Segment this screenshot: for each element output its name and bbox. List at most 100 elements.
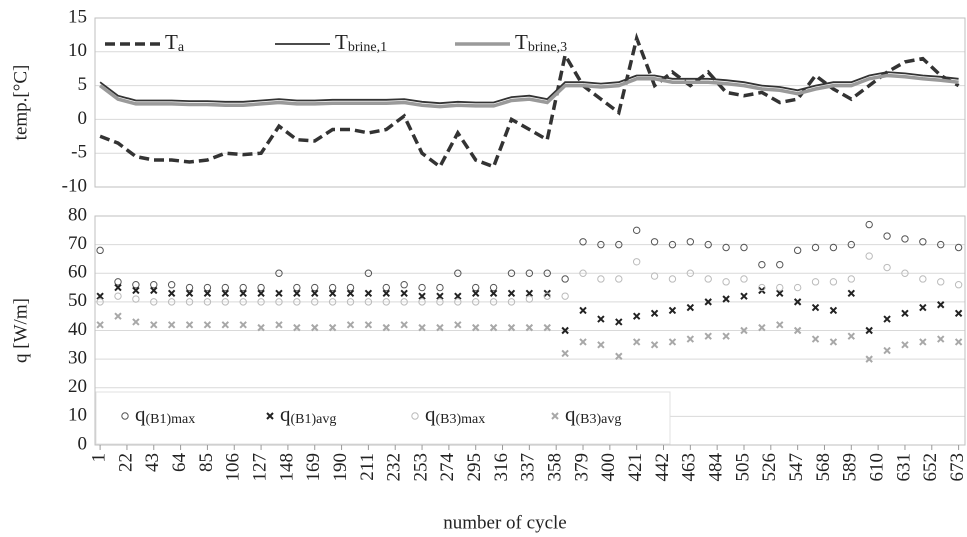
scatter-point [758,283,766,292]
scatter-point [436,292,444,300]
scatter-point [704,332,712,340]
x-tick-label: 568 [813,453,834,482]
scatter-point [185,289,194,297]
x-tick-label: 652 [920,453,941,482]
scatter-point [311,323,319,332]
x-tick-label: 169 [303,453,324,482]
x-tick-label: 190 [330,453,351,482]
scatter-point [507,298,516,306]
scatter-point [722,295,730,303]
scatter-point [346,298,355,306]
scatter-point [507,289,516,297]
scatter-point [364,269,373,277]
scatter-point [865,355,873,363]
scatter-point [740,292,748,300]
scatter-point [418,298,426,306]
scatter-point [293,289,301,297]
scatter-point [668,275,677,283]
scatter-point [150,281,158,289]
scatter-point [883,232,891,240]
scatter-point [167,298,176,306]
y-tick-label: 30 [68,347,87,368]
scatter-point [203,321,212,329]
scatter-point [829,338,838,346]
x-axis-label: number of cycle [443,512,566,533]
scatter-point [650,341,659,349]
y-tick-label: 70 [68,233,87,254]
scatter-point [811,243,820,252]
scatter-point [525,323,534,332]
scatter-point [740,326,748,335]
scatter-point [722,332,730,340]
scatter-point [150,298,158,306]
x-tick-label: 295 [464,453,485,482]
y-tick-label: 10 [68,405,87,426]
x-tick-label: 253 [410,453,431,482]
scatter-point [829,278,838,286]
scatter-point [275,269,283,277]
y-tick-label: 60 [68,262,87,283]
scatter-point [275,321,283,329]
scatter-point [96,246,104,255]
scatter-point [561,275,569,283]
scatter-point [382,283,390,292]
scatter-point [275,298,283,306]
scatter-point [185,283,194,292]
legend-marker [121,412,129,420]
scatter-point [597,341,605,349]
scatter-point [954,281,963,289]
y-tick-label: 15 [68,6,87,27]
scatter-point [793,326,802,335]
scatter-point [811,278,820,286]
x-tick-label: 358 [545,453,566,482]
x-tick-label: 589 [840,453,861,482]
y-tick-label: 5 [78,74,88,95]
scatter-point [901,269,909,277]
x-tick-label: 610 [866,453,887,482]
scatter-point [901,235,909,243]
scatter-point [489,323,498,332]
scatter-point [436,283,444,292]
scatter-point [418,292,426,300]
x-tick-label: 316 [491,453,512,482]
scatter-point [418,283,426,292]
scatter-point [883,315,891,323]
line-series [99,71,959,105]
scatter-point [275,289,283,297]
scatter-point [811,303,820,312]
scatter-point [597,240,605,249]
scatter-point [561,349,569,358]
scatter-point [919,338,927,346]
x-tick-label: 547 [786,453,807,482]
scatter-point [364,321,373,329]
scatter-point [382,298,390,306]
x-tick-label: 505 [732,453,753,482]
scatter-point [615,240,623,249]
scatter-point [722,278,730,286]
scatter-point [561,292,569,300]
legend-box [95,391,671,445]
plot-frame [94,17,966,188]
scatter-point [221,289,230,297]
scatter-point [400,321,408,329]
legend-label: Ta [165,30,185,55]
scatter-point [132,295,140,303]
scatter-point [257,289,265,297]
scatter-point [847,289,856,297]
y-tick-label: 40 [68,319,87,340]
x-tick-label: 43 [142,453,163,472]
scatter-point [632,338,641,346]
scatter-point [472,298,480,306]
x-tick-label: 232 [384,453,405,482]
x-tick-label: 442 [652,453,673,482]
scatter-point [954,338,963,346]
scatter-point [776,283,784,292]
x-tick-label: 400 [598,453,619,482]
scatter-point [221,321,230,329]
scatter-point [919,238,927,246]
scatter-point [328,289,337,297]
scatter-point [650,309,659,318]
line-series [99,73,959,109]
scatter-point [328,298,337,306]
